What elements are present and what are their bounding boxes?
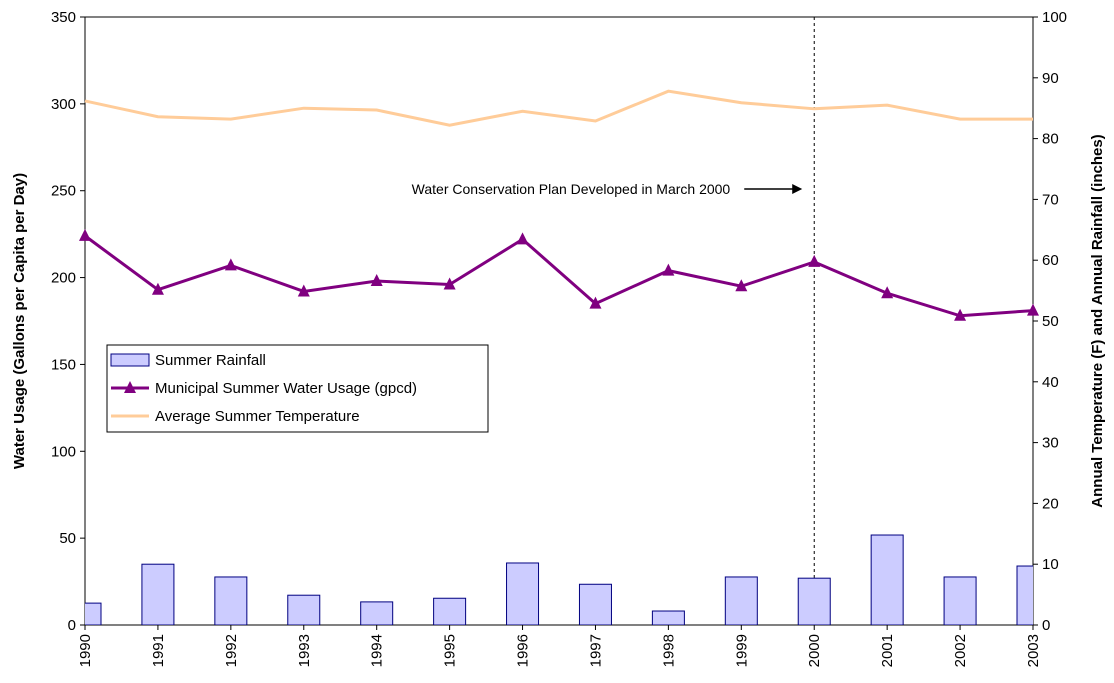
- legend-label: Summer Rainfall: [155, 352, 266, 369]
- y-tick-label: 250: [51, 183, 76, 200]
- marker: [735, 279, 748, 292]
- y-tick-label: 350: [51, 9, 76, 26]
- x-tick-label: 1996: [515, 634, 532, 667]
- legend-swatch: [110, 353, 150, 367]
- line: [84, 234, 1034, 318]
- marker: [808, 254, 821, 267]
- marker: [79, 228, 91, 241]
- y-tick-label: 100: [51, 443, 76, 460]
- bar: [506, 562, 540, 625]
- bar: [724, 576, 758, 625]
- bar: [578, 583, 612, 625]
- legend-box: [106, 344, 489, 433]
- marker: [224, 258, 237, 271]
- x-tick-label: 1999: [733, 634, 750, 667]
- bar: [870, 534, 904, 625]
- y2-tick-label: 10: [1042, 556, 1059, 573]
- y2-tick-label: 0: [1042, 617, 1050, 634]
- y2-tick-label: 100: [1042, 9, 1067, 26]
- marker: [954, 308, 967, 321]
- bar: [141, 563, 175, 625]
- legend-marker: [124, 381, 136, 393]
- marker: [662, 263, 675, 276]
- x-tick-label: 1990: [77, 634, 94, 667]
- y2-tick-label: 70: [1042, 191, 1059, 208]
- bar: [287, 594, 321, 625]
- line: [84, 89, 1033, 127]
- bar: [943, 576, 977, 625]
- marker: [151, 282, 164, 295]
- x-tick-label: 2002: [952, 634, 969, 667]
- y-tick-label: 150: [51, 356, 76, 373]
- plot-frame: [84, 16, 1034, 626]
- y2-axis-title: Annual Temperature (F) and Annual Rainfa…: [1089, 134, 1106, 507]
- y-tick-label: 50: [59, 530, 76, 547]
- marker: [589, 296, 602, 309]
- y2-tick-label: 50: [1042, 313, 1059, 330]
- x-tick-label: 1995: [442, 634, 459, 667]
- bar: [214, 576, 248, 625]
- x-tick-label: 1991: [150, 634, 167, 667]
- y-tick-label: 300: [51, 96, 76, 113]
- bar: [85, 602, 102, 625]
- marker: [881, 286, 894, 299]
- bar: [651, 610, 685, 625]
- annotation-arrowhead: [792, 184, 803, 194]
- marker: [370, 274, 383, 287]
- y2-tick-label: 90: [1042, 70, 1059, 87]
- bar: [360, 601, 394, 625]
- y-tick-label: 200: [51, 270, 76, 287]
- x-tick-label: 2000: [806, 634, 823, 667]
- x-tick-label: 2003: [1025, 634, 1042, 667]
- x-tick-label: 1998: [660, 634, 677, 667]
- y2-tick-label: 30: [1042, 435, 1059, 452]
- plot-area: [85, 534, 1033, 625]
- marker: [443, 277, 456, 290]
- bar: [1016, 565, 1033, 625]
- y2-tick-label: 80: [1042, 131, 1059, 148]
- marker: [1027, 303, 1039, 316]
- x-tick-label: 1997: [587, 634, 604, 667]
- y2-tick-label: 20: [1042, 495, 1059, 512]
- y-axis-title: Water Usage (Gallons per Capita per Day): [11, 173, 28, 469]
- annotation-text: Water Conservation Plan Developed in Mar…: [412, 181, 731, 197]
- x-tick-label: 2001: [879, 634, 896, 667]
- x-tick-label: 1993: [296, 634, 313, 667]
- y2-tick-label: 40: [1042, 374, 1059, 391]
- bar: [433, 597, 467, 625]
- x-tick-label: 1994: [369, 634, 386, 667]
- x-tick-label: 1992: [223, 634, 240, 667]
- y-tick-label: 0: [68, 617, 76, 634]
- legend-label: Average Summer Temperature: [155, 408, 360, 425]
- marker: [297, 284, 310, 297]
- bar: [797, 577, 831, 625]
- marker: [516, 232, 529, 245]
- legend-label: Municipal Summer Water Usage (gpcd): [155, 380, 417, 397]
- y2-tick-label: 60: [1042, 252, 1059, 269]
